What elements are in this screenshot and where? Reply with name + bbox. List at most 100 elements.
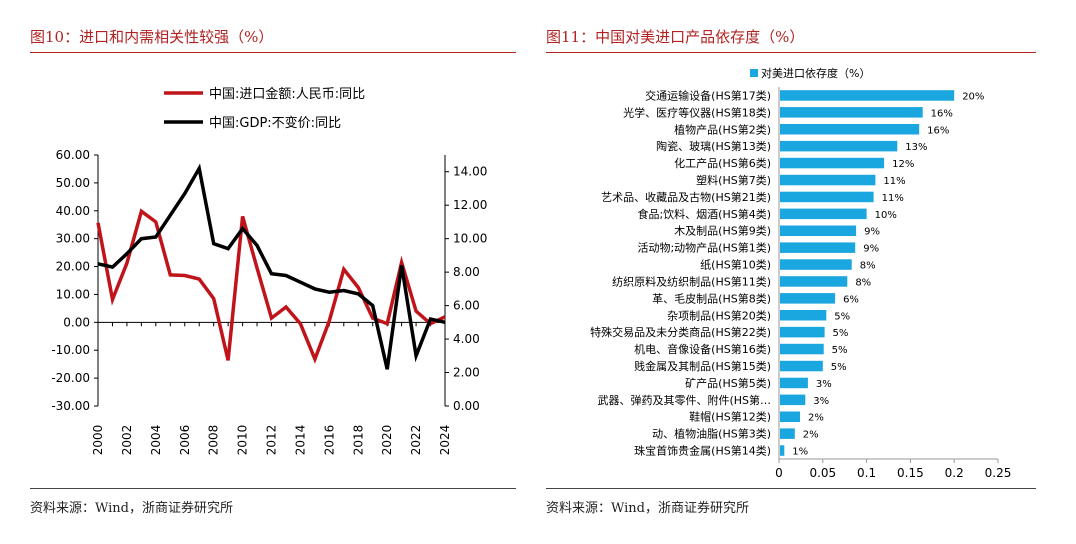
- category-label: 鞋帽(HS第12类): [689, 410, 771, 424]
- right-y-tick-label: 10.00: [453, 232, 487, 246]
- x-tick-label: 2010: [236, 425, 250, 456]
- category-label: 塑料(HS第7类): [696, 173, 771, 187]
- x-tick-label: 2020: [380, 425, 394, 456]
- bar: [780, 377, 808, 389]
- right-figure-title: 图11：中国对美进口产品依存度（%）: [546, 28, 805, 46]
- bar: [780, 191, 874, 203]
- category-label: 陶瓷、玻璃(HS第13类): [656, 139, 771, 153]
- value-tick-label: 0.05: [809, 466, 836, 480]
- category-label: 矿产品(HS第5类): [685, 376, 771, 390]
- bar: [780, 293, 836, 304]
- import-yoy-series-line: [96, 208, 446, 364]
- value-tick-label: 0.25: [985, 466, 1012, 480]
- category-label: 动、植物油脂(HS第3类): [652, 427, 771, 441]
- bar-data-label: 11%: [883, 176, 905, 187]
- bar-data-label: 3%: [816, 379, 832, 390]
- bar-data-label: 20%: [962, 91, 984, 102]
- category-label: 活动物;动物产品(HS第1类): [637, 241, 771, 255]
- bar: [780, 124, 920, 135]
- x-tick-label: 2016: [322, 425, 336, 456]
- bar-data-label: 2%: [808, 413, 824, 424]
- bar-data-label: 16%: [927, 125, 949, 136]
- bar: [780, 242, 856, 253]
- x-tick-label: 2014: [293, 425, 307, 456]
- right-footer-rule: [546, 488, 1036, 489]
- x-tick-label: 2004: [149, 425, 163, 456]
- category-label: 贱金属及其制品(HS第15类): [634, 359, 771, 373]
- left-y-tick-label: 50.00: [56, 176, 90, 190]
- bar-data-label: 10%: [875, 210, 897, 221]
- left-y-tick-label: 60.00: [56, 148, 90, 162]
- x-tick-label: 2006: [178, 425, 192, 456]
- bar-data-label: 5%: [833, 328, 849, 339]
- bar: [780, 90, 955, 101]
- category-label: 化工产品(HS第6类): [674, 156, 771, 170]
- bar: [780, 174, 876, 186]
- bar-data-label: 2%: [803, 430, 819, 441]
- gdp-yoy-series-line: [97, 163, 446, 370]
- left-y-tick-label: -20.00: [51, 371, 90, 385]
- value-tick-label: 0: [775, 466, 783, 480]
- category-label: 武器、弹药及其零件、附件(HS第…: [597, 393, 771, 407]
- bar-data-label: 8%: [860, 261, 876, 272]
- value-tick-label: 0.15: [897, 466, 924, 480]
- bar: [780, 140, 898, 152]
- bar-data-label: 6%: [843, 294, 859, 305]
- left-figure-panel: 图10：进口和内需相关性较强（%） -30.00 -20.00 -10.00 0.00…: [30, 28, 516, 516]
- right-y-tick-label: 2.00: [453, 366, 480, 380]
- category-label: 杂项制品(HS第20类): [667, 308, 771, 322]
- bar: [780, 445, 785, 456]
- x-tick-label: 2022: [409, 425, 423, 456]
- left-y-tick-label: -10.00: [51, 343, 90, 357]
- bar: [780, 276, 848, 287]
- category-label: 革、毛皮制品(HS第8类): [652, 291, 771, 305]
- category-label: 光学、医疗等仪器(HS第18类): [623, 105, 771, 119]
- line-chart: -30.00 -20.00 -10.00 0.00 10.00 20.00 30.00 40.…: [51, 86, 487, 456]
- category-label: 食品;饮料、烟酒(HS第4类): [637, 207, 771, 221]
- bar-data-label: 5%: [832, 345, 848, 356]
- bar-data-label: 5%: [834, 311, 850, 322]
- x-tick-label: 2012: [265, 425, 279, 456]
- right-y-tick-label: 4.00: [453, 332, 480, 346]
- right-y-tick-label: 6.00: [453, 299, 480, 313]
- bar: [780, 157, 885, 169]
- category-label: 艺术品、收藏品及古物(HS第21类): [601, 190, 771, 204]
- left-footer-rule: [30, 488, 516, 489]
- bar-data-label: 9%: [863, 244, 879, 255]
- x-tick-label: 2000: [91, 425, 105, 456]
- bar-data-label: 16%: [931, 108, 953, 119]
- x-tick-label: 2024: [438, 425, 452, 456]
- bar-data-label: 1%: [792, 447, 808, 458]
- right-y-tick-label: 0.00: [453, 399, 480, 413]
- left-y-tick-label: 10.00: [56, 287, 90, 301]
- bar: [780, 259, 852, 270]
- category-label: 珠宝首饰贵金属(HS第14类): [634, 444, 771, 458]
- right-source-note: 资料来源：Wind，浙商证券研究所: [546, 501, 749, 516]
- x-tick-label: 2018: [351, 425, 365, 456]
- category-label: 木及制品(HS第9类): [674, 224, 771, 238]
- bar-data-label: 13%: [905, 142, 927, 153]
- right-title-rule: [546, 52, 1036, 53]
- left-figure-title: 图10：进口和内需相关性较强（%）: [30, 28, 274, 46]
- x-tick-label: 2008: [207, 425, 221, 456]
- bar: [780, 326, 825, 338]
- bar-chart: 对美进口依存度（%） 0 0.05 0.1 0.15 0.2 0.25 交通运输设备(HS第1…: [590, 66, 1012, 480]
- category-label: 纺织原料及纺织制品(HS第11类): [612, 274, 771, 288]
- bar-data-label: 5%: [831, 362, 847, 373]
- left-source-note: 资料来源：Wind，浙商证券研究所: [30, 501, 233, 516]
- right-y-tick-label: 8.00: [453, 265, 480, 279]
- bar: [780, 394, 806, 406]
- left-y-tick-label: 40.00: [56, 204, 90, 218]
- bar-data-label: 12%: [892, 159, 914, 170]
- left-title-rule: [30, 52, 516, 53]
- value-tick-label: 0.2: [945, 466, 964, 480]
- bar: [780, 310, 827, 321]
- bar: [780, 428, 795, 439]
- bar: [780, 411, 800, 422]
- bar: [780, 107, 923, 118]
- bar-data-label: 11%: [882, 193, 904, 204]
- legend-label-dependence: 对美进口依存度（%）: [761, 66, 870, 80]
- left-y-tick-label: 20.00: [56, 260, 90, 274]
- bar-data-label: 8%: [855, 277, 871, 288]
- right-y-tick-label: 14.00: [453, 165, 487, 179]
